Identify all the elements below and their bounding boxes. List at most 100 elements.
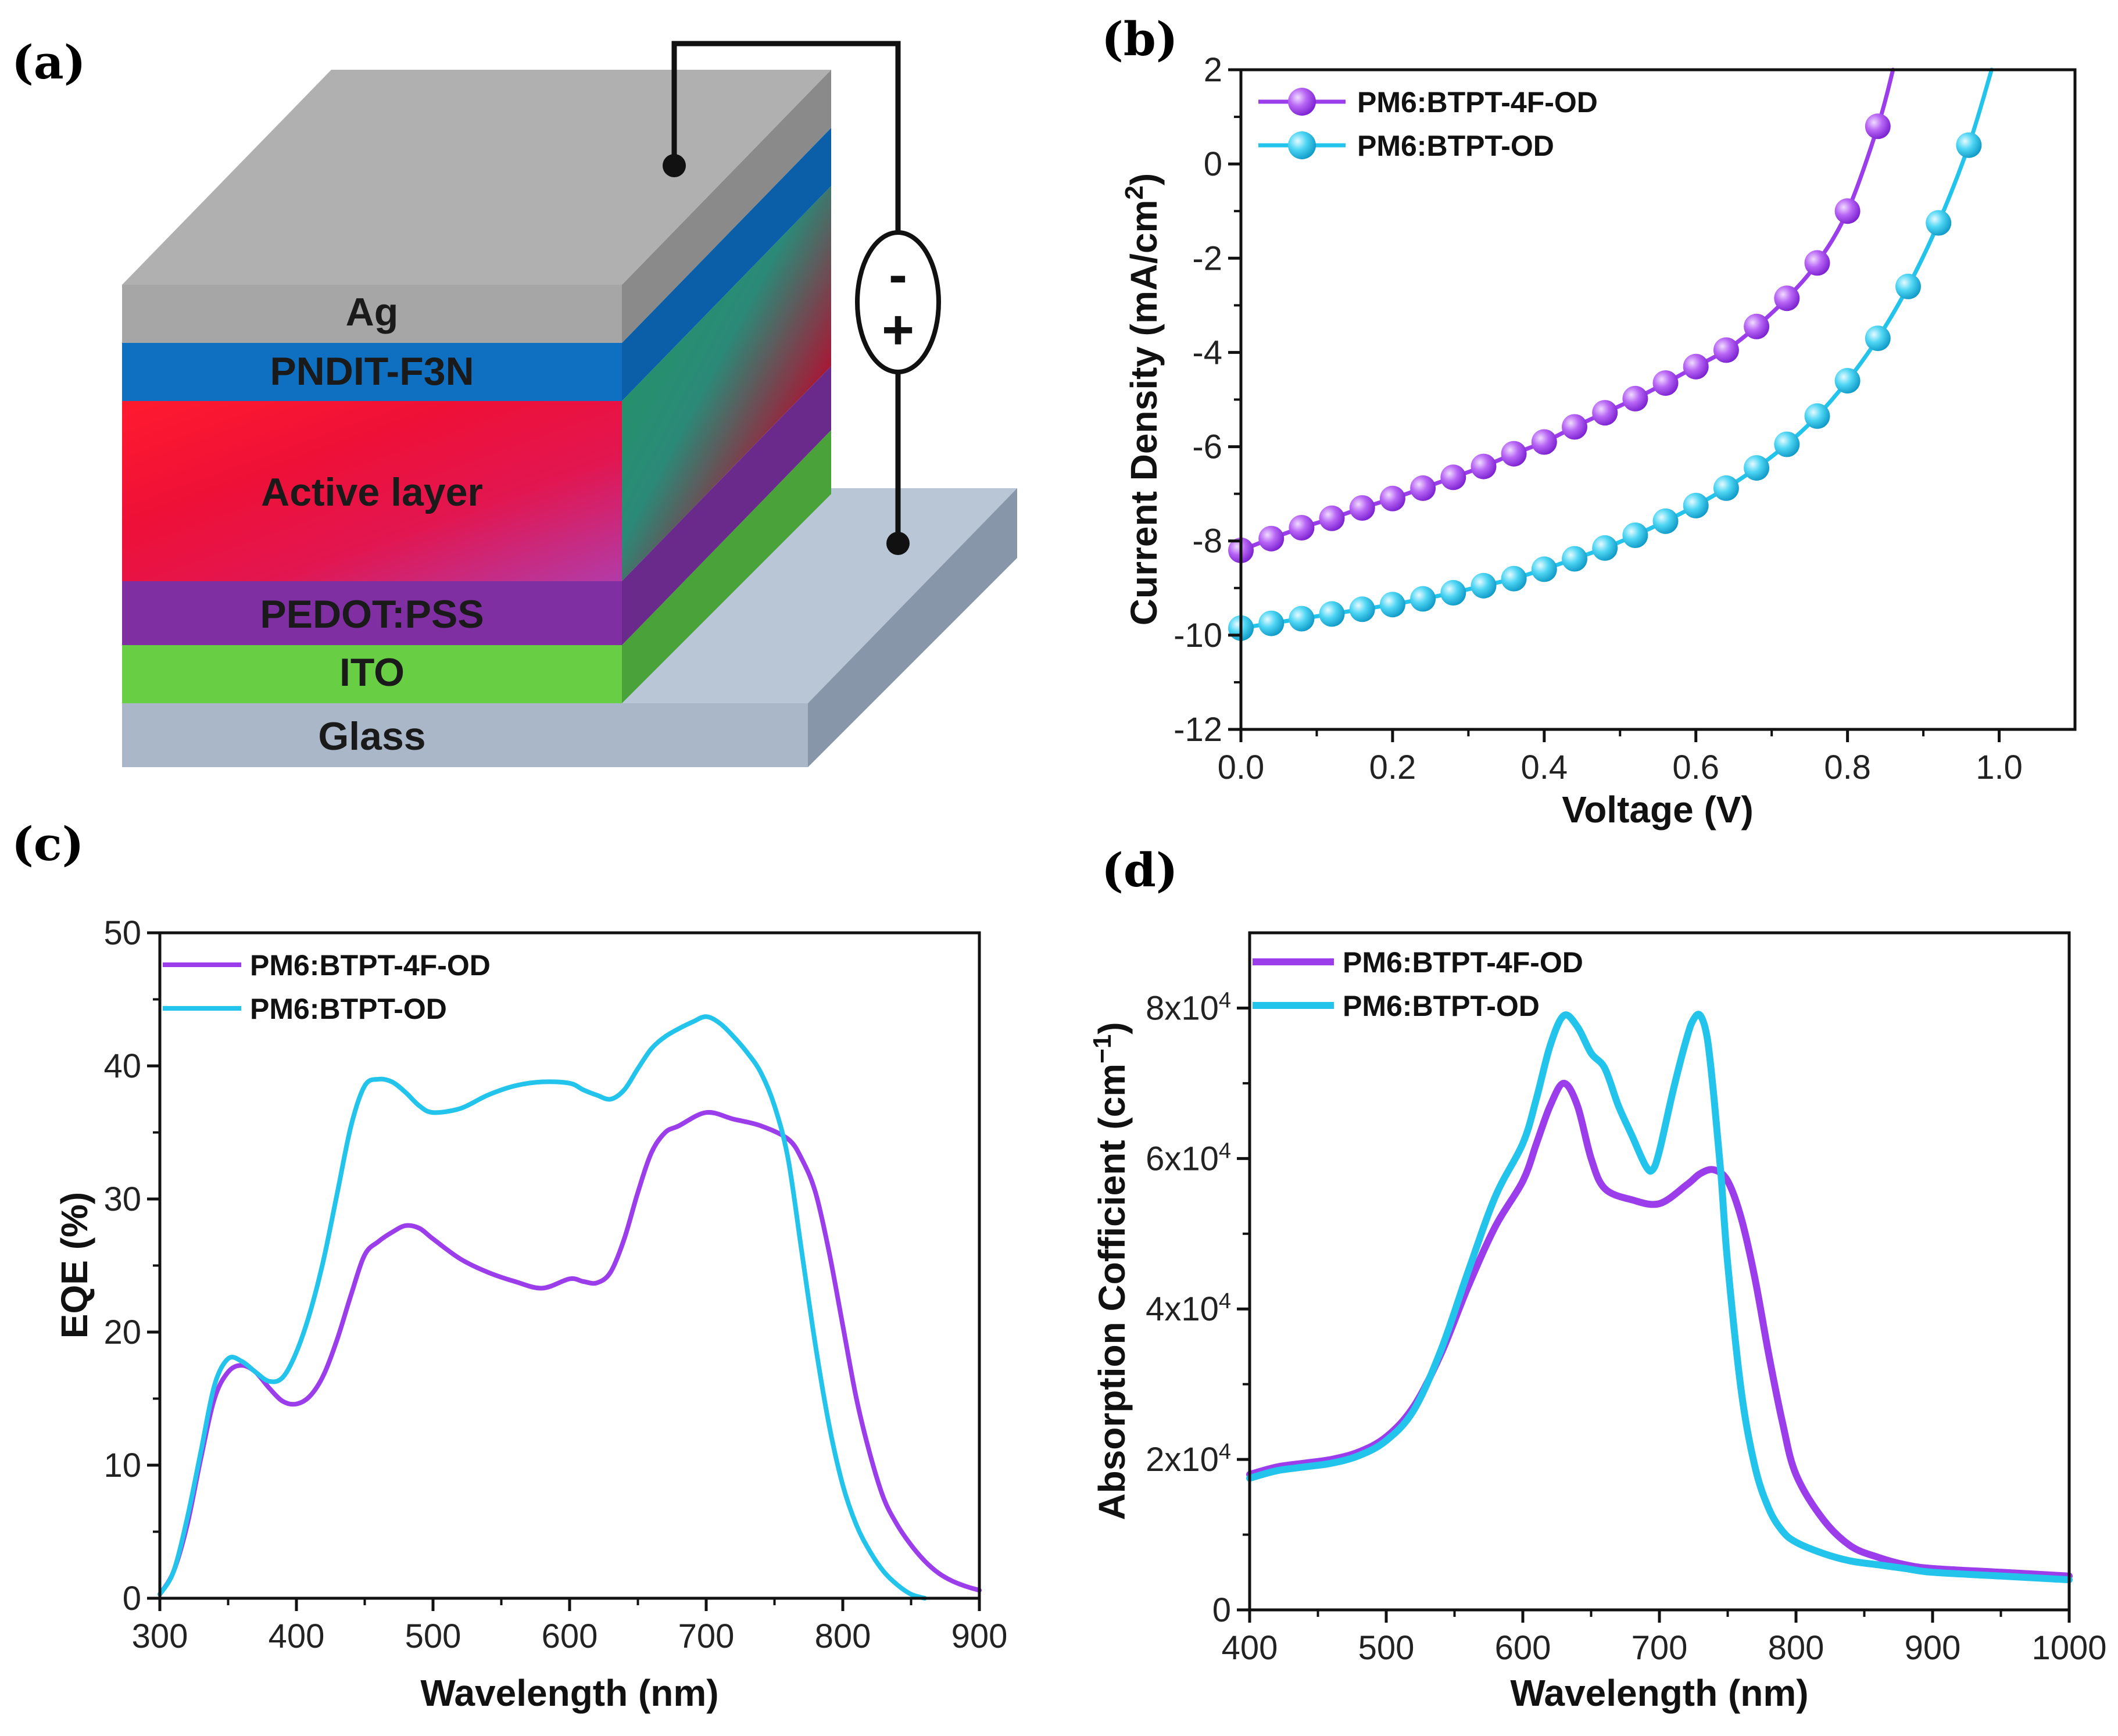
legend-b-marker-0 bbox=[1288, 88, 1316, 116]
plot-b-series-1-marker bbox=[1562, 546, 1587, 572]
plot-b-xlabel: Voltage (V) bbox=[1562, 789, 1754, 831]
plot-b-series-1-marker bbox=[1956, 132, 1982, 158]
panel-label-b: (b) bbox=[1101, 12, 1178, 66]
plot-c-ytick-label: 30 bbox=[103, 1180, 141, 1218]
plot-c-xtick-label: 900 bbox=[951, 1617, 1008, 1655]
plot-c-xtick-label: 300 bbox=[132, 1617, 188, 1655]
plot-b-ytick-label: -4 bbox=[1192, 334, 1222, 371]
plot-b-series-1-marker bbox=[1410, 586, 1436, 612]
plot-c-ytick-label: 40 bbox=[103, 1047, 141, 1085]
panel-c-eqe-chart: 300 400 500 600 700 800 900 0 10 20 30 40 50 Wavelen… bbox=[53, 914, 1007, 1714]
plot-b-ytick-label: -10 bbox=[1174, 617, 1222, 654]
plot-b-xtick-label: 0.0 bbox=[1218, 749, 1265, 786]
plot-b-series-0-marker bbox=[1683, 353, 1709, 380]
panel-d-absorption-chart: 400 500 600 700 800 900 1000 0 2x104 4x104 6x104 8x… bbox=[1088, 931, 2107, 1714]
plot-b-series-0-marker bbox=[1319, 505, 1345, 531]
plot-c-series-1 bbox=[158, 1014, 927, 1601]
layer-active bbox=[122, 401, 622, 581]
legend-c-label-1: PM6:BTPT-OD bbox=[250, 993, 447, 1025]
plot-d-xtick-label: 600 bbox=[1495, 1629, 1551, 1667]
plot-d-ytick-label: 6x104 bbox=[1146, 1139, 1231, 1177]
plot-b-series-1-marker bbox=[1774, 431, 1800, 457]
plot-b-series-1-marker bbox=[1744, 455, 1770, 481]
plot-b-series-1-marker bbox=[1592, 535, 1618, 561]
layer-ag bbox=[122, 285, 622, 343]
plot-b-series-1-marker bbox=[1622, 522, 1648, 548]
layer-label-glass: Glass bbox=[318, 714, 425, 758]
circuit-contact-top bbox=[663, 154, 686, 177]
plot-d-legend: PM6:BTPT-4F-OD PM6:BTPT-OD bbox=[1253, 946, 1583, 1022]
plot-b-series-1-marker bbox=[1895, 273, 1921, 299]
plot-b-series-1-marker bbox=[1289, 606, 1315, 632]
legend-c-label-0: PM6:BTPT-4F-OD bbox=[250, 949, 491, 982]
plot-d-series-1 bbox=[1246, 1011, 2073, 1584]
plot-b-series-0-marker bbox=[1834, 198, 1861, 224]
panel-label-c: (c) bbox=[12, 817, 84, 871]
plot-d-xlabel: Wavelength (nm) bbox=[1510, 1672, 1808, 1714]
plot-b-series-1-marker bbox=[1926, 210, 1952, 236]
plot-b-ytick-label: -12 bbox=[1174, 711, 1222, 749]
plot-b-series-0-marker bbox=[1501, 441, 1527, 467]
legend-d-label-0: PM6:BTPT-4F-OD bbox=[1343, 946, 1583, 979]
ito-side-face bbox=[622, 430, 831, 703]
panel-label-d: (d) bbox=[1101, 843, 1178, 897]
plot-d-xtick-label: 1000 bbox=[2031, 1629, 2106, 1667]
plot-d-xtick-label: 500 bbox=[1358, 1629, 1415, 1667]
ag-top-face bbox=[122, 70, 831, 285]
plot-c-xtick-label: 700 bbox=[678, 1617, 735, 1655]
plot-c-ytick-label: 50 bbox=[103, 914, 141, 952]
plot-d-frame bbox=[1248, 931, 2071, 1612]
battery-icon bbox=[855, 230, 941, 374]
plot-b-series-0-marker bbox=[1774, 285, 1800, 312]
plot-b-series-0-marker bbox=[1471, 453, 1497, 479]
pndit-side-face bbox=[622, 128, 831, 401]
plot-b-series-1-marker bbox=[1683, 492, 1709, 518]
layer-label-ito: ITO bbox=[339, 650, 405, 695]
plot-b-series-1-marker bbox=[1258, 610, 1285, 636]
layer-label-pndit: PNDIT-F3N bbox=[270, 349, 474, 393]
plot-d-xtick-label: 700 bbox=[1632, 1629, 1688, 1667]
plot-c-legend: PM6:BTPT-4F-OD PM6:BTPT-OD bbox=[163, 949, 491, 1025]
plot-b-series-1-marker bbox=[1319, 601, 1345, 627]
plot-b-series-0-marker bbox=[1289, 515, 1315, 541]
battery-minus: - bbox=[889, 244, 907, 306]
layer-label-active: Active layer bbox=[261, 470, 483, 514]
plot-d-xtick-label: 900 bbox=[1905, 1629, 1961, 1667]
plot-b-xtick-label: 0.6 bbox=[1672, 749, 1719, 786]
plot-b-series-1-marker bbox=[1713, 475, 1739, 501]
legend-b-marker-1 bbox=[1288, 131, 1316, 159]
plot-d-ytick-label: 2x104 bbox=[1146, 1440, 1231, 1479]
plot-b-series-0-marker bbox=[1622, 385, 1648, 411]
active-side-face bbox=[622, 186, 831, 581]
plot-b-series-1-marker bbox=[1471, 572, 1497, 599]
plot-b-ylabel: Current Density (mA/cm2) bbox=[1120, 173, 1165, 625]
plot-b-series-0-marker bbox=[1258, 525, 1285, 552]
plot-b-frame bbox=[1239, 68, 2077, 731]
plot-b-xtick-label: 0.2 bbox=[1369, 749, 1416, 786]
plot-c-frame bbox=[158, 931, 981, 1600]
glass-side-face bbox=[808, 488, 1017, 767]
plot-d-ytick-label: 0 bbox=[1212, 1591, 1231, 1629]
plot-b-ytick-label: -6 bbox=[1192, 428, 1222, 466]
panel-label-a: (a) bbox=[12, 35, 86, 90]
plot-b-ytick-label: 2 bbox=[1204, 51, 1222, 89]
plot-c-ytick-label: 0 bbox=[123, 1580, 141, 1617]
legend-b-label-0: PM6:BTPT-4F-OD bbox=[1357, 86, 1598, 119]
plot-b-series-0-marker bbox=[1379, 485, 1405, 511]
plot-b-series-0-marker bbox=[1440, 464, 1466, 491]
layer-label-ag: Ag bbox=[346, 290, 399, 334]
plot-b-series-0-marker bbox=[1562, 414, 1587, 440]
plot-b-series-0-marker bbox=[1652, 370, 1679, 396]
pedot-side-face bbox=[622, 366, 831, 645]
plot-b-series-0-marker bbox=[1744, 313, 1770, 339]
plot-b-xtick-label: 0.4 bbox=[1520, 749, 1568, 786]
plot-d-ytick-label: 4x104 bbox=[1146, 1289, 1231, 1328]
plot-c-ytick-label: 10 bbox=[103, 1447, 141, 1484]
plot-b-series-1-marker bbox=[1531, 556, 1557, 582]
plot-b-series-1-marker bbox=[1804, 403, 1830, 429]
layer-ito bbox=[122, 645, 622, 703]
plot-c-xtick-label: 500 bbox=[405, 1617, 461, 1655]
layer-pndit bbox=[122, 343, 622, 401]
plot-b-series-0-marker bbox=[1592, 400, 1618, 426]
plot-b-series-1-marker bbox=[1349, 596, 1375, 622]
